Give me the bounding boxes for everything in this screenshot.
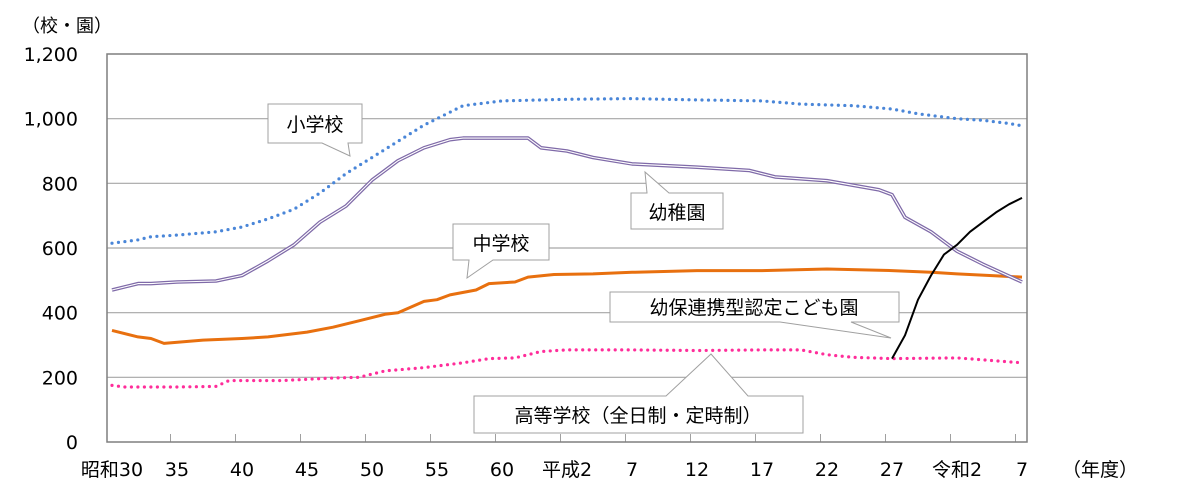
callout-elementary-label: 小学校 — [286, 114, 343, 136]
callout-middle-label: 中学校 — [472, 233, 529, 255]
x-tick-label: 45 — [295, 459, 319, 481]
x-tick-label: 50 — [360, 459, 384, 481]
y-tick-label: 400 — [42, 303, 78, 325]
y-tick-labels: 0 200 400 600 800 1,000 1,200 — [24, 44, 78, 454]
callout-high: 高等学校（全日制・定時制） — [473, 353, 804, 434]
callout-kodomoen-label: 幼保連携型認定こども園 — [649, 297, 858, 319]
series-line-0 — [110, 96, 1024, 245]
x-tick-label: 35 — [165, 459, 189, 481]
y-tick-label: 1,200 — [24, 44, 78, 66]
x-tick-label: 7 — [1016, 459, 1028, 481]
x-tick-label: 22 — [815, 459, 839, 481]
x-tick-label: 令和2 — [932, 459, 982, 481]
x-tick-label: 17 — [750, 459, 774, 481]
x-tick-label: 55 — [425, 459, 449, 481]
series-lines — [110, 96, 1024, 389]
x-tick-labels: 昭和30 35 40 45 50 55 60 平成2 7 12 17 22 27 令和2 7 — [81, 434, 1028, 481]
x-tick-label: 平成2 — [542, 459, 592, 481]
x-tick-label: 60 — [490, 459, 514, 481]
callout-elementary: 小学校 — [267, 103, 363, 157]
y-tick-label: 1,000 — [24, 109, 78, 131]
x-tick-label: 27 — [880, 459, 904, 481]
y-tick-label: 0 — [66, 432, 78, 454]
x-tick-label: 昭和30 — [81, 459, 143, 481]
x-tick-label: 7 — [626, 459, 638, 481]
x-tick-label: 12 — [685, 459, 709, 481]
x-tick-label: 40 — [230, 459, 254, 481]
series-line-1-inner — [111, 137, 1023, 291]
callout-kodomoen: 幼保連携型認定こども園 — [609, 291, 900, 339]
series-line-4 — [891, 197, 1023, 360]
y-tick-label: 600 — [42, 238, 78, 260]
callout-kindergarten-label: 幼稚園 — [648, 202, 705, 224]
x-axis-label: （年度） — [1062, 459, 1138, 481]
series-line-3 — [110, 348, 1024, 389]
callout-middle: 中学校 — [452, 223, 550, 280]
callout-kindergarten: 幼稚園 — [630, 170, 724, 230]
plot-area-border — [106, 53, 1028, 443]
y-tick-label: 800 — [42, 173, 78, 195]
series-line-1 — [111, 136, 1023, 292]
y-tick-label: 200 — [42, 367, 78, 389]
callout-high-label: 高等学校（全日制・定時制） — [514, 405, 761, 427]
series-line-2 — [111, 267, 1023, 345]
y-axis-label: （校・園） — [22, 16, 112, 37]
